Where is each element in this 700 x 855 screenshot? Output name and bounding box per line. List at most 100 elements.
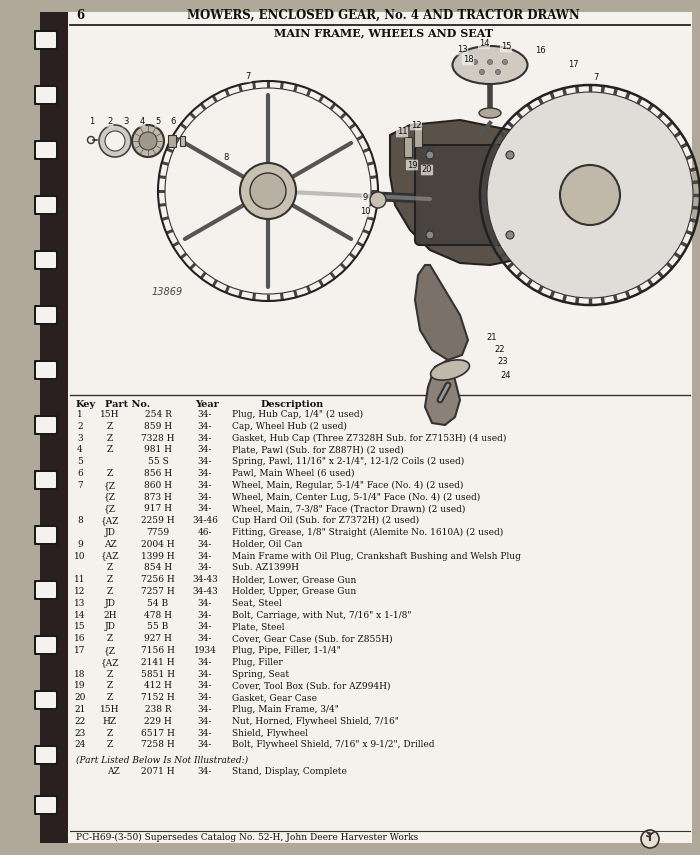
FancyBboxPatch shape <box>34 250 58 270</box>
Text: 873 H: 873 H <box>144 492 172 502</box>
Circle shape <box>132 125 164 157</box>
Text: 34-: 34- <box>198 422 212 431</box>
Text: 24: 24 <box>74 740 85 749</box>
Text: 34-: 34- <box>198 469 212 478</box>
Text: 3: 3 <box>77 433 83 443</box>
Text: Wheel, Main, Regular, 5-1/4" Face (No. 4) (2 used): Wheel, Main, Regular, 5-1/4" Face (No. 4… <box>232 481 463 490</box>
Circle shape <box>560 165 620 225</box>
Text: Z: Z <box>107 634 113 643</box>
Text: 34-: 34- <box>198 657 212 667</box>
Text: Z: Z <box>107 681 113 690</box>
Text: Year: Year <box>195 400 219 409</box>
Text: Z: Z <box>107 728 113 738</box>
Text: 13869: 13869 <box>152 287 183 297</box>
Text: {AZ: {AZ <box>101 551 119 561</box>
FancyBboxPatch shape <box>415 145 525 245</box>
Text: 17: 17 <box>74 646 85 655</box>
FancyBboxPatch shape <box>36 307 56 323</box>
Bar <box>40 12 68 843</box>
FancyBboxPatch shape <box>34 580 58 600</box>
Text: 18: 18 <box>463 56 473 64</box>
Text: 55 B: 55 B <box>148 622 169 631</box>
Text: 7257 H: 7257 H <box>141 587 175 596</box>
Text: 7152 H: 7152 H <box>141 693 175 702</box>
Text: 1934: 1934 <box>194 646 216 655</box>
Text: 55 S: 55 S <box>148 457 169 466</box>
Circle shape <box>503 60 507 64</box>
Text: 229 H: 229 H <box>144 716 172 726</box>
Text: PC-H69-(3-50) Supersedes Catalog No. 52-H, John Deere Harvester Works: PC-H69-(3-50) Supersedes Catalog No. 52-… <box>76 833 419 842</box>
Text: Main Frame with Oil Plug, Crankshaft Bushing and Welsh Plug: Main Frame with Oil Plug, Crankshaft Bus… <box>232 551 521 561</box>
Bar <box>168 135 176 147</box>
Text: Sub. AZ1399H: Sub. AZ1399H <box>232 563 299 572</box>
Circle shape <box>506 231 514 239</box>
Text: 22: 22 <box>74 716 85 726</box>
Text: Bolt, Carriage, with Nut, 7/16" x 1-1/8": Bolt, Carriage, with Nut, 7/16" x 1-1/8" <box>232 610 412 620</box>
Text: JD: JD <box>104 622 116 631</box>
Text: 34-: 34- <box>198 481 212 490</box>
Text: 2H: 2H <box>104 610 117 620</box>
FancyBboxPatch shape <box>36 417 56 433</box>
Text: Spring, Seat: Spring, Seat <box>232 669 289 679</box>
Text: Plug, Main Frame, 3/4": Plug, Main Frame, 3/4" <box>232 705 339 714</box>
Text: Plug, Hub Cap, 1/4" (2 used): Plug, Hub Cap, 1/4" (2 used) <box>232 410 363 419</box>
FancyBboxPatch shape <box>36 582 56 598</box>
Text: 7: 7 <box>594 74 598 82</box>
Text: Z: Z <box>107 422 113 431</box>
FancyBboxPatch shape <box>36 472 56 488</box>
Text: 2004 H: 2004 H <box>141 540 175 549</box>
Text: Description: Description <box>260 400 323 409</box>
Text: Cap, Wheel Hub (2 used): Cap, Wheel Hub (2 used) <box>232 422 347 431</box>
Text: 6: 6 <box>76 9 84 22</box>
Bar <box>414 127 422 147</box>
FancyBboxPatch shape <box>36 692 56 708</box>
Text: 9: 9 <box>363 192 368 202</box>
Text: 1399 H: 1399 H <box>141 551 175 561</box>
Circle shape <box>506 151 514 159</box>
Text: 34-: 34- <box>198 622 212 631</box>
FancyBboxPatch shape <box>34 470 58 490</box>
Text: 11: 11 <box>397 127 407 137</box>
Text: 7: 7 <box>245 73 251 81</box>
Text: HZ: HZ <box>103 716 117 726</box>
Text: Z: Z <box>107 433 113 443</box>
Text: 16: 16 <box>535 46 545 56</box>
Text: Z: Z <box>107 563 113 572</box>
Text: 15H: 15H <box>100 410 120 419</box>
Text: 22: 22 <box>495 345 505 353</box>
FancyBboxPatch shape <box>34 360 58 380</box>
Text: Z: Z <box>107 469 113 478</box>
Text: 3: 3 <box>123 117 129 127</box>
Text: Plate, Steel: Plate, Steel <box>232 622 284 631</box>
Text: Gasket, Hub Cap (Three Z7328H Sub. for Z7153H) (4 used): Gasket, Hub Cap (Three Z7328H Sub. for Z… <box>232 433 506 443</box>
Text: 2: 2 <box>77 422 83 431</box>
Text: Cup Hard Oil (Sub. for Z7372H) (2 used): Cup Hard Oil (Sub. for Z7372H) (2 used) <box>232 516 419 525</box>
FancyBboxPatch shape <box>36 142 56 158</box>
Text: 2141 H: 2141 H <box>141 657 175 667</box>
Text: Z: Z <box>107 693 113 702</box>
Text: {Z: {Z <box>104 492 116 502</box>
Text: {AZ: {AZ <box>101 516 119 525</box>
Circle shape <box>139 132 157 150</box>
Text: 7328 H: 7328 H <box>141 433 175 443</box>
Text: 4: 4 <box>139 117 145 127</box>
Circle shape <box>496 69 500 74</box>
Text: 14: 14 <box>479 39 489 49</box>
Text: 13: 13 <box>74 598 85 608</box>
Text: 238 R: 238 R <box>145 705 172 714</box>
Text: 19: 19 <box>74 681 85 690</box>
Text: 34-: 34- <box>198 504 212 513</box>
Text: 23: 23 <box>498 357 508 367</box>
Text: 478 H: 478 H <box>144 610 172 620</box>
Text: Part No.: Part No. <box>106 400 150 409</box>
Text: 34-: 34- <box>198 669 212 679</box>
Text: Holder, Lower, Grease Gun: Holder, Lower, Grease Gun <box>232 575 356 584</box>
FancyBboxPatch shape <box>34 525 58 545</box>
Text: Stand, Display, Complete: Stand, Display, Complete <box>232 767 347 776</box>
Circle shape <box>240 163 296 219</box>
Text: Z: Z <box>107 587 113 596</box>
Text: 34-: 34- <box>198 693 212 702</box>
Text: MOWERS, ENCLOSED GEAR, No. 4 AND TRACTOR DRAWN: MOWERS, ENCLOSED GEAR, No. 4 AND TRACTOR… <box>187 9 580 22</box>
FancyBboxPatch shape <box>34 30 58 50</box>
Circle shape <box>641 830 659 848</box>
